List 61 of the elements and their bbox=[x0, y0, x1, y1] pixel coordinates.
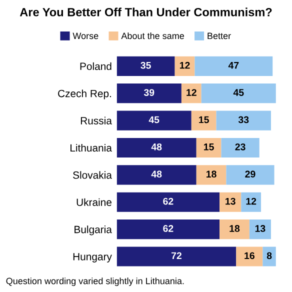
bar bbox=[116, 165, 196, 185]
y-tick-label: Hungary bbox=[73, 253, 112, 262]
bar bbox=[220, 192, 242, 212]
bar bbox=[116, 246, 236, 266]
data-label: 45 bbox=[148, 116, 160, 124]
data-label: 23 bbox=[235, 143, 246, 150]
y-tick-label: Poland bbox=[80, 62, 112, 70]
chart-title: Are You Better Off Than Under Communism? bbox=[20, 8, 272, 16]
data-label: 35 bbox=[140, 62, 151, 69]
y-tick-label: Russia bbox=[80, 116, 112, 124]
data-label: 33 bbox=[238, 116, 249, 124]
bar bbox=[241, 192, 262, 212]
bar bbox=[116, 138, 196, 158]
y-tick-label: Ukraine bbox=[76, 198, 112, 206]
data-label: 13 bbox=[255, 225, 266, 232]
bar bbox=[220, 220, 250, 240]
data-label: 15 bbox=[204, 144, 214, 150]
data-label: 12 bbox=[246, 198, 256, 205]
bar bbox=[226, 165, 274, 185]
data-label: 29 bbox=[245, 170, 256, 178]
bar bbox=[194, 56, 273, 76]
bar bbox=[221, 138, 260, 158]
bar bbox=[116, 192, 220, 212]
data-label: 8 bbox=[266, 252, 272, 260]
data-label: 18 bbox=[206, 170, 216, 178]
bar bbox=[191, 110, 216, 130]
y-tick-label: Lithuania bbox=[70, 144, 112, 152]
bar bbox=[201, 84, 276, 104]
y-tick-label: Slovakia bbox=[73, 171, 112, 179]
bar bbox=[262, 246, 276, 266]
legend-label: Better bbox=[208, 32, 231, 40]
data-label: 13 bbox=[226, 198, 236, 205]
bar bbox=[116, 220, 220, 240]
data-label: 39 bbox=[144, 89, 154, 96]
data-label: 16 bbox=[244, 252, 254, 260]
bar bbox=[116, 84, 182, 104]
data-label: 47 bbox=[228, 62, 239, 69]
legend-label: About the same bbox=[121, 32, 184, 40]
data-label: 15 bbox=[199, 116, 209, 124]
y-tick-label: Bulgaria bbox=[74, 226, 112, 236]
data-label: 72 bbox=[171, 252, 182, 260]
text: Question wording varied slightly in Lithuania. bbox=[6, 278, 184, 286]
data-label: 12 bbox=[180, 62, 190, 69]
data-label: 62 bbox=[163, 225, 174, 232]
data-label: 48 bbox=[151, 170, 162, 178]
bar bbox=[116, 110, 192, 130]
data-label: 48 bbox=[151, 143, 162, 150]
data-label: 12 bbox=[186, 89, 196, 96]
bar bbox=[216, 110, 271, 130]
y-tick-label: Czech Rep. bbox=[58, 90, 111, 100]
bar bbox=[236, 246, 263, 266]
data-label: 45 bbox=[233, 89, 244, 96]
bar bbox=[181, 84, 202, 104]
legend-label: Worse bbox=[72, 32, 98, 40]
bar bbox=[174, 56, 195, 76]
bar bbox=[196, 165, 226, 185]
data-label: 62 bbox=[163, 198, 174, 205]
bar bbox=[196, 138, 222, 158]
bar bbox=[249, 220, 271, 240]
data-label: 18 bbox=[230, 225, 240, 232]
bar bbox=[116, 56, 175, 76]
